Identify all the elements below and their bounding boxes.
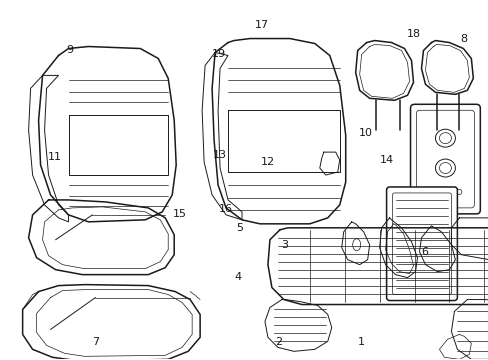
FancyBboxPatch shape bbox=[386, 187, 456, 301]
Text: 3: 3 bbox=[281, 239, 287, 249]
Text: 14: 14 bbox=[379, 155, 393, 165]
Text: 17: 17 bbox=[254, 20, 268, 30]
Ellipse shape bbox=[439, 163, 450, 174]
Text: 1: 1 bbox=[357, 337, 364, 347]
Ellipse shape bbox=[439, 133, 450, 144]
Text: 6: 6 bbox=[421, 247, 427, 257]
Text: 13: 13 bbox=[213, 150, 226, 160]
Ellipse shape bbox=[435, 159, 454, 177]
Text: 10: 10 bbox=[358, 129, 372, 138]
Text: 8: 8 bbox=[459, 35, 467, 44]
FancyBboxPatch shape bbox=[416, 110, 473, 208]
Text: 15: 15 bbox=[173, 209, 187, 219]
Text: 11: 11 bbox=[47, 152, 61, 162]
Text: 2: 2 bbox=[275, 337, 282, 347]
Text: 19: 19 bbox=[212, 49, 226, 59]
Text: 12: 12 bbox=[260, 157, 274, 167]
Text: 18: 18 bbox=[407, 29, 420, 39]
Text: 16: 16 bbox=[219, 204, 232, 215]
FancyBboxPatch shape bbox=[392, 193, 450, 294]
Ellipse shape bbox=[435, 129, 454, 147]
FancyBboxPatch shape bbox=[410, 104, 479, 214]
Ellipse shape bbox=[456, 189, 461, 194]
Text: 7: 7 bbox=[92, 337, 99, 347]
Text: 5: 5 bbox=[236, 224, 243, 233]
Text: 9: 9 bbox=[66, 45, 73, 55]
Ellipse shape bbox=[352, 239, 360, 251]
Text: 4: 4 bbox=[234, 272, 241, 282]
